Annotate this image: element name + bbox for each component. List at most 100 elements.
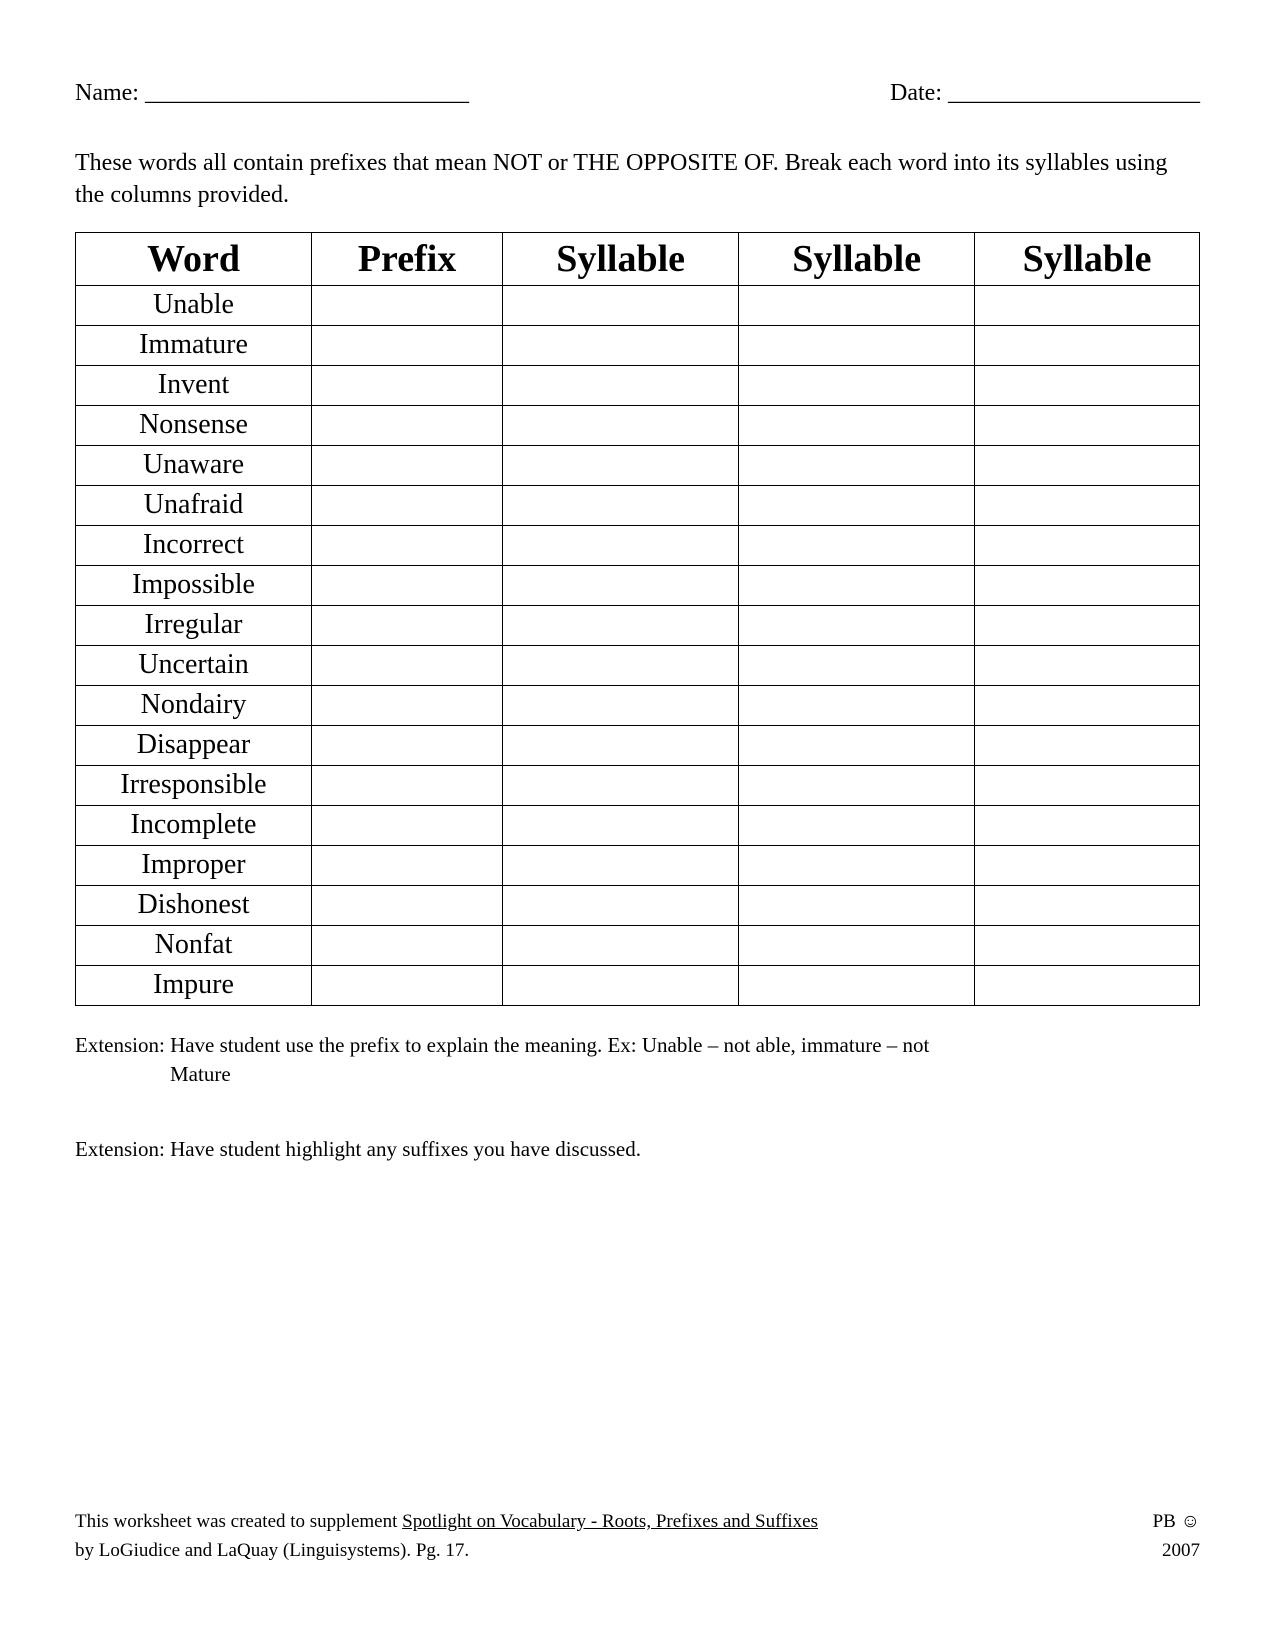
blank-cell: [739, 725, 975, 765]
table-row: Improper: [76, 845, 1200, 885]
blank-cell: [975, 365, 1200, 405]
footer-right1: PB ☺: [1153, 1511, 1200, 1532]
word-cell: Nondairy: [76, 685, 312, 725]
table-header-row: WordPrefixSyllableSyllableSyllable: [76, 232, 1200, 285]
blank-cell: [503, 885, 739, 925]
blank-cell: [312, 965, 503, 1005]
table-row: Impure: [76, 965, 1200, 1005]
blank-cell: [975, 805, 1200, 845]
blank-cell: [312, 925, 503, 965]
blank-cell: [312, 365, 503, 405]
blank-cell: [312, 485, 503, 525]
blank-cell: [739, 325, 975, 365]
date-field: Date: _____________________: [890, 80, 1200, 107]
blank-cell: [503, 445, 739, 485]
extension-1-line2: Mature: [75, 1060, 1200, 1089]
blank-cell: [312, 805, 503, 845]
table-row: Incomplete: [76, 805, 1200, 845]
column-header-syllable-3: Syllable: [739, 232, 975, 285]
word-cell: Unaware: [76, 445, 312, 485]
blank-cell: [975, 685, 1200, 725]
word-cell: Dishonest: [76, 885, 312, 925]
blank-cell: [503, 805, 739, 845]
table-row: Nondairy: [76, 685, 1200, 725]
table-row: Uncertain: [76, 645, 1200, 685]
blank-cell: [975, 325, 1200, 365]
table-row: Unafraid: [76, 485, 1200, 525]
footer-left: This worksheet was created to supplement…: [75, 1508, 818, 1565]
blank-cell: [312, 565, 503, 605]
table-row: Immature: [76, 325, 1200, 365]
blank-cell: [312, 285, 503, 325]
blank-cell: [975, 965, 1200, 1005]
word-cell: Nonsense: [76, 405, 312, 445]
name-blank: ___________________________: [145, 80, 469, 106]
blank-cell: [503, 285, 739, 325]
header-line: Name: ___________________________ Date: …: [75, 80, 1200, 107]
blank-cell: [312, 525, 503, 565]
worksheet-page: Name: ___________________________ Date: …: [0, 0, 1275, 1650]
syllable-table: WordPrefixSyllableSyllableSyllable Unabl…: [75, 232, 1200, 1006]
blank-cell: [503, 845, 739, 885]
table-row: Nonsense: [76, 405, 1200, 445]
blank-cell: [739, 405, 975, 445]
table-row: Irregular: [76, 605, 1200, 645]
blank-cell: [975, 605, 1200, 645]
blank-cell: [503, 525, 739, 565]
blank-cell: [739, 645, 975, 685]
table-row: Impossible: [76, 565, 1200, 605]
blank-cell: [739, 485, 975, 525]
blank-cell: [739, 765, 975, 805]
blank-cell: [975, 645, 1200, 685]
table-row: Invent: [76, 365, 1200, 405]
blank-cell: [503, 605, 739, 645]
blank-cell: [739, 565, 975, 605]
blank-cell: [739, 925, 975, 965]
blank-cell: [503, 725, 739, 765]
blank-cell: [975, 405, 1200, 445]
blank-cell: [503, 565, 739, 605]
table-row: Incorrect: [76, 525, 1200, 565]
date-label: Date:: [890, 80, 942, 106]
word-cell: Irregular: [76, 605, 312, 645]
column-header-prefix-1: Prefix: [312, 232, 503, 285]
blank-cell: [739, 525, 975, 565]
blank-cell: [739, 685, 975, 725]
blank-cell: [503, 925, 739, 965]
blank-cell: [739, 365, 975, 405]
blank-cell: [975, 765, 1200, 805]
blank-cell: [312, 725, 503, 765]
blank-cell: [503, 485, 739, 525]
blank-cell: [312, 765, 503, 805]
blank-cell: [975, 925, 1200, 965]
table-row: Irresponsible: [76, 765, 1200, 805]
table-row: Nonfat: [76, 925, 1200, 965]
blank-cell: [312, 325, 503, 365]
table-body: Unable Immature Invent Nonsense Unaware …: [76, 285, 1200, 1005]
blank-cell: [312, 685, 503, 725]
blank-cell: [503, 645, 739, 685]
footer-right: PB ☺ 2007: [1153, 1508, 1200, 1565]
footer-line1-prefix: This worksheet was created to supplement: [75, 1511, 402, 1532]
word-cell: Disappear: [76, 725, 312, 765]
word-cell: Incomplete: [76, 805, 312, 845]
word-cell: Improper: [76, 845, 312, 885]
column-header-syllable-4: Syllable: [975, 232, 1200, 285]
table-row: Dishonest: [76, 885, 1200, 925]
blank-cell: [312, 405, 503, 445]
word-cell: Uncertain: [76, 645, 312, 685]
blank-cell: [739, 285, 975, 325]
word-cell: Immature: [76, 325, 312, 365]
word-cell: Irresponsible: [76, 765, 312, 805]
blank-cell: [975, 845, 1200, 885]
word-cell: Nonfat: [76, 925, 312, 965]
date-blank: _____________________: [948, 80, 1200, 106]
blank-cell: [739, 605, 975, 645]
word-cell: Unafraid: [76, 485, 312, 525]
blank-cell: [975, 565, 1200, 605]
footer-line1-link: Spotlight on Vocabulary - Roots, Prefixe…: [402, 1511, 818, 1532]
table-row: Unable: [76, 285, 1200, 325]
blank-cell: [503, 325, 739, 365]
blank-cell: [503, 405, 739, 445]
blank-cell: [503, 685, 739, 725]
